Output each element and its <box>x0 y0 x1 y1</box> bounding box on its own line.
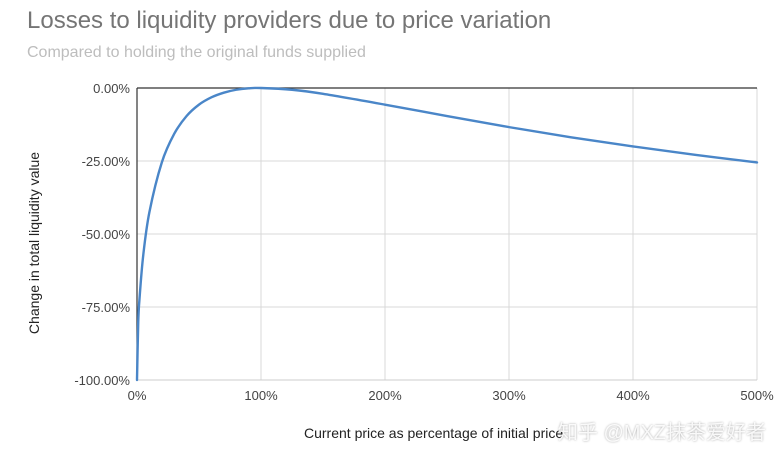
chart-subtitle: Compared to holding the original funds s… <box>27 44 366 61</box>
x-tick-label: 200% <box>368 388 402 403</box>
watermark: 知乎 @MXZ抹茶爱好者 <box>557 422 766 444</box>
y-tick-label: -25.00% <box>82 154 131 169</box>
grid-lines <box>137 88 758 380</box>
y-tick-label: -75.00% <box>82 300 131 315</box>
x-tick-label: 100% <box>244 388 278 403</box>
x-tick-label: 0% <box>128 388 147 403</box>
x-tick-labels: 0% 100% 200% 300% 400% 500% <box>128 388 774 403</box>
chart-title: Losses to liquidity providers due to pri… <box>27 7 552 34</box>
y-tick-label: 0.00% <box>93 81 130 96</box>
y-tick-labels: 0.00% -25.00% -50.00% -75.00% -100.00% <box>74 81 130 388</box>
x-axis-label: Current price as percentage of initial p… <box>304 425 564 441</box>
series-group <box>135 86 759 382</box>
series-line <box>135 86 759 382</box>
x-tick-label: 300% <box>492 388 526 403</box>
x-tick-label: 400% <box>616 388 650 403</box>
x-tick-label: 500% <box>740 388 774 403</box>
y-tick-label: -50.00% <box>82 227 131 242</box>
y-tick-label: -100.00% <box>74 373 130 388</box>
